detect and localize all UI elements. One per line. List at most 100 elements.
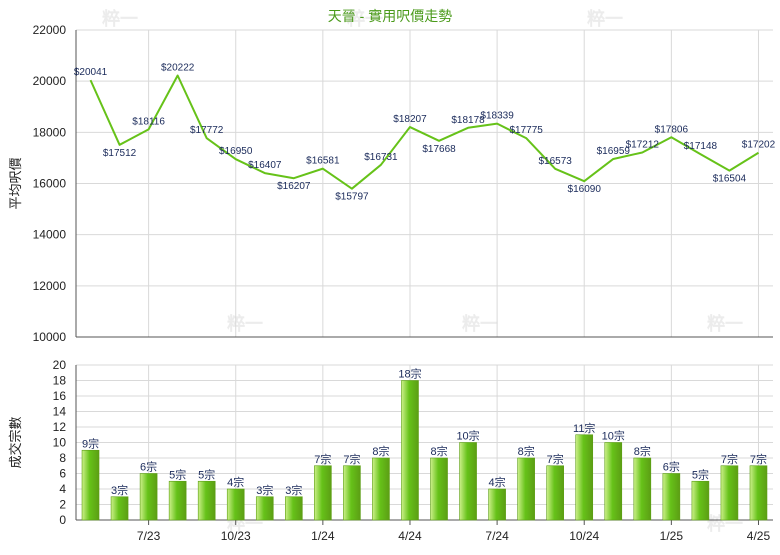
- price-series-line: [89, 74, 760, 190]
- watermark-text: 粹一: [102, 8, 138, 29]
- price-data-label: $18178: [451, 115, 485, 126]
- volume-bar: [139, 473, 158, 521]
- y-tick-label: 16000: [33, 177, 67, 191]
- watermark-text: 粹一: [707, 313, 743, 334]
- y-tick-label: 22000: [33, 23, 67, 37]
- volume-data-label: 18宗: [398, 367, 421, 381]
- volume-data-label: 4宗: [227, 475, 244, 489]
- volume-bar: [662, 473, 681, 521]
- volume-bar: [691, 480, 710, 521]
- x-tick-label: 10/23: [221, 529, 251, 543]
- volume-bar: [343, 465, 361, 521]
- volume-bar: [517, 457, 535, 521]
- volume-bar: [255, 496, 274, 521]
- y-tick-label: 12: [53, 420, 67, 434]
- volume-data-label: 5宗: [198, 467, 215, 481]
- volume-data-label: 3宗: [285, 483, 302, 497]
- y-tick-label: 16: [53, 389, 67, 403]
- price-data-label: $16731: [364, 152, 398, 163]
- volume-data-label: 7宗: [343, 452, 360, 466]
- price-data-label: $18339: [480, 111, 514, 122]
- volume-data-label: 6宗: [663, 460, 680, 474]
- volume-bar: [285, 496, 303, 521]
- y-tick-label: 20: [53, 358, 67, 372]
- price-data-label: $16959: [597, 146, 631, 157]
- y-tick-label: 8: [59, 451, 66, 465]
- price-data-label: $16950: [219, 146, 253, 157]
- watermark-text: 粹一: [587, 8, 623, 29]
- y-tick-label: 6: [59, 467, 66, 481]
- volume-bar: [197, 480, 216, 521]
- price-data-label: $17772: [190, 125, 224, 136]
- volume-data-label: 3宗: [111, 483, 128, 497]
- volume-data-label: 9宗: [82, 436, 99, 450]
- watermark-text: 粹一: [462, 313, 498, 334]
- y-tick-label: 0: [59, 513, 66, 527]
- x-tick-label: 1/25: [660, 529, 684, 543]
- x-tick-label: 1/24: [311, 529, 335, 543]
- volume-bar: [720, 465, 739, 521]
- volume-data-label: 5宗: [692, 467, 709, 481]
- volume-data-label: 8宗: [518, 444, 535, 458]
- volume-data-label: 4宗: [489, 475, 506, 489]
- volume-bar: [110, 496, 129, 521]
- price-data-label: $18207: [393, 114, 427, 125]
- volume-data-label: 5宗: [169, 467, 186, 481]
- volume-bar: [168, 480, 187, 521]
- volume-data-label: 6宗: [140, 460, 157, 474]
- price-data-label: $20041: [74, 67, 108, 78]
- volume-data-label: 10宗: [602, 429, 625, 443]
- price-data-label: $20222: [161, 62, 195, 73]
- volume-data-label: 7宗: [721, 452, 738, 466]
- price-data-label: $16573: [539, 156, 573, 167]
- volume-bar: [575, 434, 594, 521]
- x-tick-label: 4/24: [398, 529, 422, 543]
- volume-data-label: 7宗: [547, 452, 564, 466]
- watermark-text: 粹一: [347, 8, 383, 29]
- volume-bar: [749, 465, 768, 521]
- volume-data-label: 7宗: [314, 452, 331, 466]
- price-data-label: $17668: [422, 144, 456, 155]
- y-tick-label: 18: [53, 374, 67, 388]
- volume-bar: [372, 457, 390, 521]
- volume-bar: [633, 457, 652, 521]
- price-data-label: $17512: [103, 148, 137, 159]
- x-tick-label: 4/25: [747, 529, 771, 543]
- volume-bar: [488, 488, 506, 521]
- volume-data-label: 8宗: [430, 444, 447, 458]
- price-data-label: $16207: [277, 181, 311, 192]
- price-data-label: $16581: [306, 156, 340, 167]
- price-data-label: $17806: [655, 124, 689, 135]
- volume-bar: [546, 465, 564, 521]
- price-data-label: $17775: [509, 125, 543, 136]
- y-tick-label: 2: [59, 498, 66, 512]
- price-data-label: $16504: [713, 174, 747, 185]
- price-data-label: $16090: [568, 184, 602, 195]
- y-tick-label: 14000: [33, 228, 67, 242]
- volume-data-label: 11宗: [573, 421, 595, 435]
- volume-bar: [314, 465, 332, 521]
- price-data-label: $17212: [626, 139, 660, 150]
- volume-bar: [604, 442, 623, 521]
- y-tick-label: 10: [53, 436, 67, 450]
- volume-data-label: 10宗: [456, 429, 479, 443]
- price-line-chart: 10000 12000 14000 16000 18000 20000 22000 平均呎價 $…: [8, 23, 776, 344]
- y-tick-label: 20000: [33, 74, 67, 88]
- volume-bar: [459, 442, 477, 521]
- price-data-label: $18116: [132, 116, 165, 127]
- volume-bar: [401, 380, 419, 521]
- y-tick-label: 10000: [33, 330, 67, 344]
- volume-data-label: 3宗: [256, 483, 273, 497]
- price-data-label: $17148: [684, 141, 718, 152]
- volume-data-label: 7宗: [750, 452, 767, 466]
- y-tick-label: 12000: [33, 279, 67, 293]
- volume-bar: [430, 457, 448, 521]
- x-tick-label: 7/24: [485, 529, 509, 543]
- y-tick-label: 14: [53, 405, 67, 419]
- x-tick-label: 7/23: [137, 529, 161, 543]
- volume-data-label: 8宗: [634, 444, 651, 458]
- chart-title: 天晉 - 實用呎價走勢: [328, 8, 452, 24]
- watermark-text: 粹一: [227, 313, 263, 334]
